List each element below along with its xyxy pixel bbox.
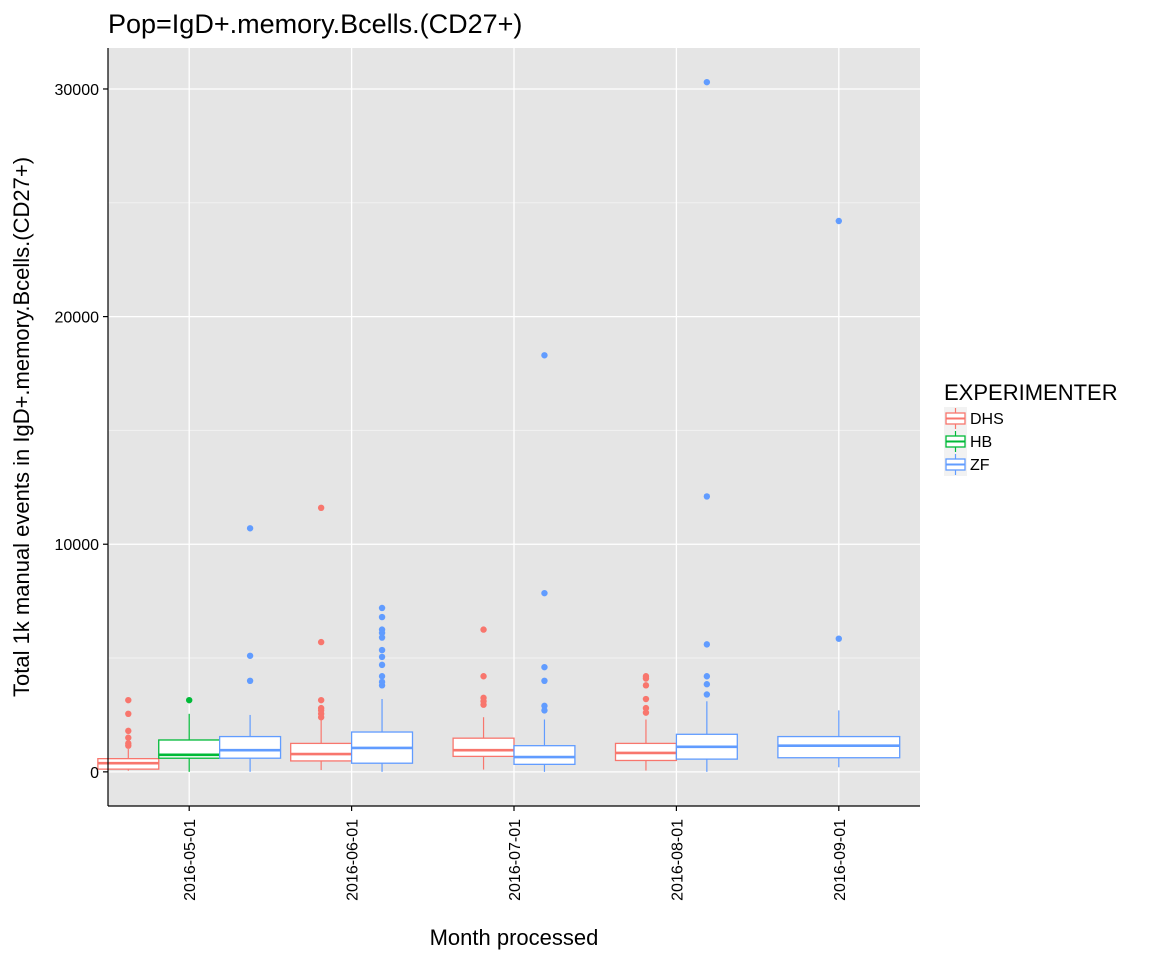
- box-body: [218, 735, 282, 759]
- box-zf-2016-09-01: [777, 217, 901, 768]
- outlier-point: [317, 704, 325, 712]
- y-tick-label: 10000: [55, 537, 100, 554]
- outlier-point: [642, 695, 650, 703]
- outlier-point: [703, 691, 711, 698]
- y-tick-label: 20000: [55, 310, 100, 327]
- outlier-point: [246, 652, 254, 659]
- x-tick-label: 2016-09-01: [832, 819, 849, 901]
- legend-item-zf: ZF: [944, 453, 990, 476]
- legend-item-dhs: DHS: [944, 407, 1004, 430]
- outlier-point: [378, 634, 386, 641]
- legend-label: DHS: [970, 411, 1004, 428]
- outlier-point: [317, 638, 325, 646]
- outlier-point: [125, 710, 132, 718]
- box-body: [452, 737, 515, 758]
- outlier-point: [642, 704, 650, 712]
- y-axis-ticks: 0 10000 20000 30000: [55, 82, 108, 782]
- outlier-point: [642, 673, 650, 680]
- legend-label: ZF: [970, 457, 990, 474]
- box-zf-2016-05-01: [218, 525, 282, 772]
- box-body: [290, 742, 353, 762]
- outlier-point: [378, 661, 386, 669]
- x-tick-label: 2016-08-01: [669, 819, 686, 901]
- box-body: [777, 735, 901, 759]
- outlier-point: [703, 78, 711, 86]
- outlier-point: [835, 217, 842, 225]
- outlier-point: [246, 677, 254, 685]
- x-tick-label: 2016-07-01: [507, 819, 524, 901]
- outlier-point: [541, 589, 548, 597]
- outlier-point: [541, 677, 548, 685]
- x-tick-label: 2016-06-01: [345, 819, 362, 901]
- outlier-point: [378, 673, 386, 680]
- outlier-point: [541, 352, 548, 359]
- outlier-point: [835, 635, 842, 642]
- legend-label: HB: [970, 434, 992, 451]
- legend-item-hb: HB: [944, 430, 992, 453]
- outlier-point: [246, 525, 254, 532]
- box-zf-2016-07-01: [513, 352, 576, 772]
- box-dhs-2016-07-01: [452, 626, 515, 770]
- x-axis-title: Month processed: [430, 925, 599, 950]
- outlier-point: [317, 504, 325, 512]
- outlier-point: [480, 673, 487, 680]
- outlier-point: [480, 694, 487, 702]
- box-layer: [97, 78, 901, 772]
- outlier-point: [703, 673, 711, 680]
- outlier-point: [378, 653, 386, 661]
- chart-title: Pop=IgD+.memory.Bcells.(CD27+): [108, 9, 522, 39]
- x-axis-ticks: 2016-05-01 2016-06-01 2016-07-01 2016-08-01…: [182, 806, 849, 901]
- outlier-point: [125, 740, 132, 747]
- outlier-point: [317, 696, 325, 704]
- box-body: [513, 745, 576, 765]
- outlier-point: [378, 604, 386, 612]
- outlier-point: [642, 682, 650, 689]
- legend-items: DHS HB ZF: [944, 407, 1004, 476]
- outlier-point: [480, 626, 487, 633]
- outlier-point: [541, 707, 548, 714]
- legend: EXPERIMENTER DHS HB ZF: [944, 380, 1118, 476]
- outlier-point: [378, 678, 386, 686]
- box-hb-2016-05-01: [158, 696, 221, 772]
- outlier-point: [125, 696, 132, 704]
- outlier-point: [378, 646, 386, 654]
- outlier-point: [125, 734, 132, 741]
- box-dhs-2016-06-01: [290, 504, 353, 771]
- y-tick-label: 0: [90, 765, 99, 782]
- box-zf-2016-06-01: [350, 604, 414, 772]
- outlier-point: [703, 641, 711, 648]
- outlier-point: [186, 696, 193, 704]
- y-axis-title: Total 1k manual events in IgD+.memory.Bc…: [9, 157, 34, 697]
- outlier-point: [378, 626, 386, 633]
- legend-title: EXPERIMENTER: [944, 380, 1118, 405]
- x-tick-label: 2016-05-01: [182, 819, 199, 901]
- box-zf-2016-08-01: [675, 78, 738, 772]
- y-tick-label: 30000: [55, 82, 100, 99]
- outlier-point: [378, 613, 386, 621]
- box-dhs-2016-08-01: [614, 673, 678, 771]
- outlier-point: [125, 727, 132, 735]
- major-gridlines: [108, 48, 920, 806]
- outlier-point: [642, 709, 650, 716]
- outlier-point: [703, 681, 711, 688]
- outlier-point: [541, 663, 548, 671]
- outlier-point: [703, 493, 711, 500]
- outlier-point: [541, 702, 548, 710]
